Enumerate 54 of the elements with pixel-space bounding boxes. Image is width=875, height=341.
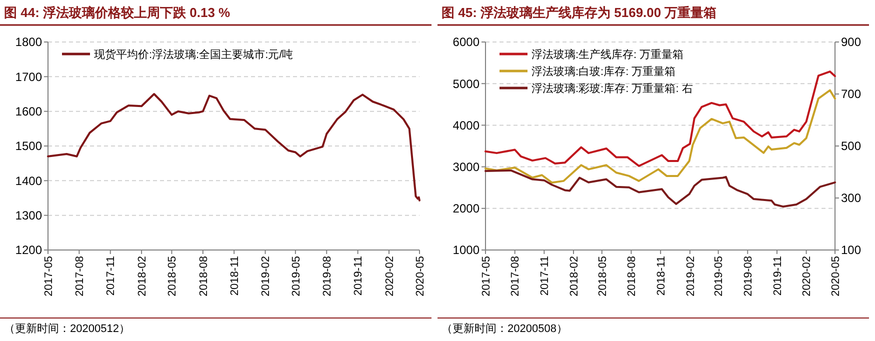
y2-tick-label: 900 bbox=[841, 35, 862, 50]
chart-title: 图 44: 浮法玻璃价格较上周下跌 0.13 % bbox=[4, 5, 231, 20]
x-tick-label: 2018-02 bbox=[568, 256, 580, 296]
y-tick-label: 4000 bbox=[452, 118, 480, 132]
x-tick-label: 2017-08 bbox=[510, 256, 522, 296]
y-tick-label: 5000 bbox=[452, 76, 480, 91]
text: （更新时间：20200508） bbox=[442, 322, 568, 335]
x-tick-label: 2019-05 bbox=[713, 256, 726, 296]
x-tick-label: 2018-02 bbox=[136, 256, 148, 296]
y-tick-label: 1800 bbox=[15, 35, 42, 50]
x-tick-label: 2020-05 bbox=[414, 256, 426, 296]
x-tick-label: 2019-02 bbox=[684, 256, 697, 296]
x-tick-label: 2020-02 bbox=[384, 256, 396, 296]
x-tick-label: 2017-11 bbox=[105, 256, 118, 296]
x-tick-label: 2019-08 bbox=[321, 256, 334, 296]
y-tick-label: 2000 bbox=[452, 202, 480, 216]
y2-tick-label: 500 bbox=[841, 139, 862, 154]
x-tick-label: 2020-05 bbox=[830, 256, 842, 296]
x-tick-label: 2018-11 bbox=[655, 256, 668, 296]
x-tick-label: 2019-08 bbox=[742, 256, 754, 296]
y-tick-label: 1400 bbox=[15, 174, 42, 188]
y2-tick-label: 700 bbox=[841, 87, 862, 102]
x-tick-label: 2018-08 bbox=[198, 256, 210, 296]
x-tick-label: 2018-05 bbox=[166, 256, 179, 296]
x-tick-label: 2019-02 bbox=[260, 256, 272, 296]
legend-label: 浮法玻璃:彩玻:库存: 万重量箱: 右 bbox=[532, 82, 693, 95]
chart-title: 图 45: 浮法玻璃生产线库存为 5169.00 万重量箱 bbox=[442, 5, 717, 20]
x-tick-label: 2017-08 bbox=[74, 256, 86, 296]
y-tick-label: 1000 bbox=[452, 243, 480, 258]
y-tick-label: 1500 bbox=[15, 139, 42, 154]
y-tick-label: 3000 bbox=[452, 160, 480, 174]
x-tick-label: 2019-11 bbox=[352, 256, 365, 296]
line-series bbox=[47, 93, 420, 202]
line-series bbox=[484, 169, 836, 208]
x-tick-label: 2017-11 bbox=[539, 256, 552, 296]
y-tick-label: 1600 bbox=[15, 104, 42, 119]
y2-tick-label: 300 bbox=[841, 191, 862, 206]
x-tick-label: 2018-11 bbox=[228, 256, 241, 296]
x-tick-label: 2018-08 bbox=[626, 256, 638, 296]
x-tick-label: 2018-05 bbox=[596, 256, 609, 296]
x-tick-label: 2019-05 bbox=[290, 256, 302, 296]
legend-label: 浮法玻璃:生产线库存: 万重量箱 bbox=[532, 48, 684, 61]
y-tick-label: 1300 bbox=[15, 208, 42, 223]
legend-label: 现货平均价:浮法玻璃:全国主要城市:元/吨 bbox=[94, 48, 294, 61]
x-tick-label: 2017-05 bbox=[480, 256, 492, 296]
x-tick-label: 2019-11 bbox=[772, 256, 784, 296]
y-tick-label: 1700 bbox=[15, 70, 42, 84]
x-tick-label: 2017-05 bbox=[42, 256, 55, 296]
text: （更新时间：20200512） bbox=[4, 322, 130, 335]
legend-label: 浮法玻璃:白玻:库存: 万重量箱 bbox=[532, 64, 676, 78]
y-tick-label: 1200 bbox=[15, 243, 42, 258]
x-tick-label: 2020-02 bbox=[801, 256, 814, 296]
y-tick-label: 6000 bbox=[452, 35, 480, 50]
y2-tick-label: 100 bbox=[841, 243, 862, 258]
